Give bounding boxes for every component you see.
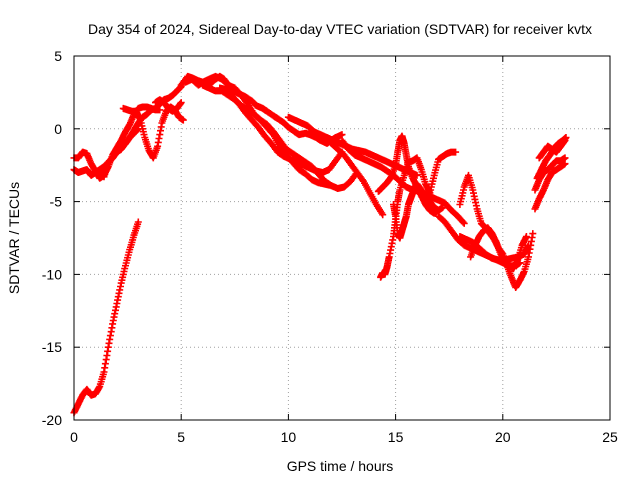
data-point-markers: [377, 148, 460, 281]
plot-frame: [73, 55, 611, 421]
x-axis-label: GPS time / hours: [287, 458, 394, 474]
data-series-segment: [390, 180, 447, 242]
data-point-markers: [327, 139, 387, 219]
x-tick-label: 10: [281, 429, 297, 445]
data-point-markers: [456, 233, 532, 264]
x-tick-label: 5: [177, 429, 185, 445]
data-point-markers: [390, 180, 447, 242]
data-point-markers: [531, 160, 569, 213]
y-tick-label: 5: [54, 48, 62, 64]
data-series-segment: [535, 136, 569, 162]
x-tick-label: 15: [388, 429, 404, 445]
data-points: [70, 72, 570, 417]
y-tick-label: -15: [42, 339, 62, 355]
tick-labels: 0 5 10 15 20 25 -20 -15 -10 -5 0 5: [42, 48, 618, 445]
data-series-segment: [531, 160, 569, 213]
y-tick-label: -10: [42, 266, 62, 282]
data-point-markers: [91, 125, 142, 176]
chart-title: Day 354 of 2024, Sidereal Day-to-day VTE…: [88, 21, 592, 37]
data-series-segment: [152, 96, 185, 115]
data-point-markers: [535, 136, 569, 162]
data-series-segment: [216, 84, 346, 176]
data-series-segment: [456, 233, 532, 264]
data-series-segment: [91, 125, 142, 176]
y-tick-label: -5: [50, 194, 63, 210]
data-point-markers: [152, 96, 185, 115]
y-tick-label: -20: [42, 412, 62, 428]
data-series-segment: [377, 148, 460, 281]
x-tick-label: 20: [495, 429, 511, 445]
y-axis-label: SDTVAR / TECUs: [6, 182, 22, 294]
y-tick-label: 0: [54, 121, 62, 137]
data-series-segment: [327, 139, 387, 219]
data-point-markers: [216, 84, 346, 176]
x-tick-label: 0: [70, 429, 78, 445]
x-tick-label: 25: [602, 429, 618, 445]
